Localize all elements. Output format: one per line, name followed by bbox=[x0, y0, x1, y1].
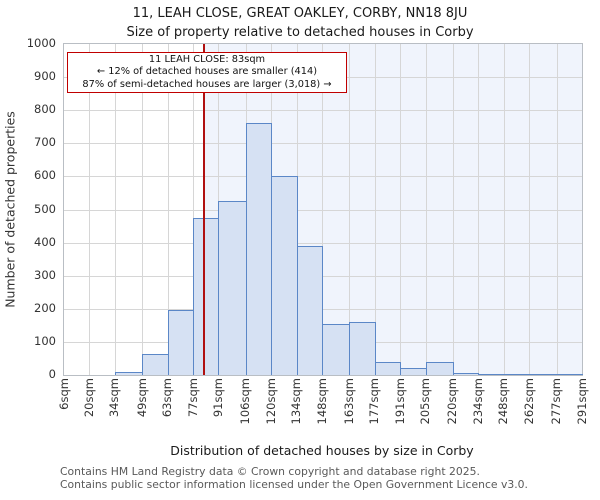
x-tick-text: 262sqm bbox=[521, 378, 536, 425]
x-tick-label: 63sqm bbox=[160, 378, 175, 438]
x-tick-text: 91sqm bbox=[210, 378, 225, 418]
histogram-bar bbox=[271, 176, 298, 375]
histogram-bar bbox=[556, 373, 583, 375]
x-tick-label: 91sqm bbox=[210, 378, 225, 438]
y-tick-label: 200 bbox=[34, 300, 56, 315]
histogram-bar bbox=[142, 354, 169, 375]
x-tick-text: 106sqm bbox=[238, 378, 253, 425]
x-tick-label: 148sqm bbox=[314, 378, 329, 438]
histogram-bar bbox=[349, 322, 376, 375]
x-tick-text: 177sqm bbox=[367, 378, 382, 425]
plot-area: 11 LEAH CLOSE: 83sqm ← 12% of detached h… bbox=[63, 43, 583, 376]
histogram-bar bbox=[400, 368, 427, 375]
v-gridline bbox=[503, 44, 505, 375]
x-tick-text: 191sqm bbox=[392, 378, 407, 425]
v-gridline bbox=[374, 44, 376, 375]
x-axis-title: Distribution of detached houses by size … bbox=[170, 443, 474, 458]
histogram-bar bbox=[193, 217, 220, 375]
v-gridline bbox=[478, 44, 480, 375]
y-tick-label: 700 bbox=[34, 135, 56, 150]
x-tick-label: 163sqm bbox=[341, 378, 356, 438]
x-tick-label: 6sqm bbox=[56, 378, 71, 438]
histogram-bar bbox=[114, 372, 144, 375]
y-tick-label: 400 bbox=[34, 234, 56, 249]
x-tick-label: 277sqm bbox=[549, 378, 564, 438]
x-tick-label: 77sqm bbox=[185, 378, 200, 438]
v-gridline bbox=[529, 44, 531, 375]
x-tick-text: 134sqm bbox=[289, 378, 304, 425]
v-gridline bbox=[142, 44, 144, 375]
v-gridline bbox=[193, 44, 195, 375]
histogram-bar bbox=[322, 323, 351, 375]
callout-line-1: 11 LEAH CLOSE: 83sqm bbox=[148, 53, 266, 65]
x-tick-text: 63sqm bbox=[160, 378, 175, 418]
v-gridline bbox=[114, 44, 116, 375]
x-tick-label: 20sqm bbox=[81, 378, 96, 438]
x-tick-label: 205sqm bbox=[418, 378, 433, 438]
chart-subtitle: Size of property relative to detached ho… bbox=[126, 25, 474, 40]
v-gridline bbox=[425, 44, 427, 375]
x-tick-text: 20sqm bbox=[81, 378, 96, 418]
x-tick-label: 248sqm bbox=[496, 378, 511, 438]
x-tick-text: 277sqm bbox=[549, 378, 564, 425]
v-gridline bbox=[556, 44, 558, 375]
callout-line-2: ← 12% of detached houses are smaller (41… bbox=[96, 66, 318, 78]
v-gridline bbox=[400, 44, 402, 375]
y-tick-label: 100 bbox=[34, 333, 56, 348]
x-tick-text: 49sqm bbox=[134, 378, 149, 418]
histogram-bar bbox=[425, 361, 454, 375]
x-tick-label: 191sqm bbox=[392, 378, 407, 438]
histogram-bar bbox=[245, 123, 273, 375]
histogram-bar bbox=[478, 373, 505, 375]
histogram-bar bbox=[503, 373, 531, 375]
x-tick-label: 120sqm bbox=[263, 378, 278, 438]
x-tick-text: 205sqm bbox=[418, 378, 433, 425]
histogram-bar bbox=[452, 373, 480, 375]
histogram-bar bbox=[296, 245, 324, 375]
x-tick-label: 177sqm bbox=[367, 378, 382, 438]
histogram-bar bbox=[167, 310, 195, 375]
x-tick-text: 234sqm bbox=[470, 378, 485, 425]
v-gridline bbox=[167, 44, 169, 375]
x-tick-label: 234sqm bbox=[470, 378, 485, 438]
x-tick-text: 6sqm bbox=[56, 378, 71, 410]
x-tick-text: 34sqm bbox=[107, 378, 122, 418]
chart-title: 11, LEAH CLOSE, GREAT OAKLEY, CORBY, NN1… bbox=[132, 6, 468, 21]
x-tick-text: 148sqm bbox=[314, 378, 329, 425]
x-tick-label: 134sqm bbox=[289, 378, 304, 438]
histogram-bar bbox=[218, 201, 247, 375]
y-tick-label: 600 bbox=[34, 168, 56, 183]
x-tick-text: 291sqm bbox=[574, 378, 589, 425]
x-tick-label: 262sqm bbox=[521, 378, 536, 438]
v-gridline bbox=[452, 44, 454, 375]
x-tick-text: 248sqm bbox=[496, 378, 511, 425]
x-tick-text: 220sqm bbox=[445, 378, 460, 425]
histogram-bar bbox=[374, 361, 402, 375]
y-tick-label: 500 bbox=[34, 201, 56, 216]
subject-property-marker-line bbox=[203, 44, 205, 375]
footer-line-1: Contains HM Land Registry data © Crown c… bbox=[60, 465, 480, 478]
y-tick-label: 300 bbox=[34, 267, 56, 282]
y-tick-label: 1000 bbox=[26, 36, 56, 50]
y-tick-label: 800 bbox=[34, 102, 56, 117]
x-tick-label: 49sqm bbox=[134, 378, 149, 438]
x-tick-label: 34sqm bbox=[107, 378, 122, 438]
x-tick-text: 120sqm bbox=[263, 378, 278, 425]
callout-line-3: 87% of semi-detached houses are larger (… bbox=[82, 78, 332, 90]
x-tick-label: 291sqm bbox=[574, 378, 589, 438]
x-tick-text: 77sqm bbox=[185, 378, 200, 418]
x-tick-text: 163sqm bbox=[341, 378, 356, 425]
x-tick-label: 106sqm bbox=[238, 378, 253, 438]
v-gridline bbox=[89, 44, 91, 375]
y-tick-label: 0 bbox=[48, 367, 56, 381]
x-tick-label: 220sqm bbox=[445, 378, 460, 438]
y-tick-label: 900 bbox=[34, 69, 56, 84]
footer-line-2: Contains public sector information licen… bbox=[60, 477, 528, 491]
histogram-bar bbox=[529, 373, 558, 375]
attribution-footer: Contains HM Land Registry data © Crown c… bbox=[60, 465, 528, 491]
property-callout-box: 11 LEAH CLOSE: 83sqm ← 12% of detached h… bbox=[67, 52, 347, 93]
v-gridline bbox=[322, 44, 324, 375]
v-gridline bbox=[349, 44, 351, 375]
